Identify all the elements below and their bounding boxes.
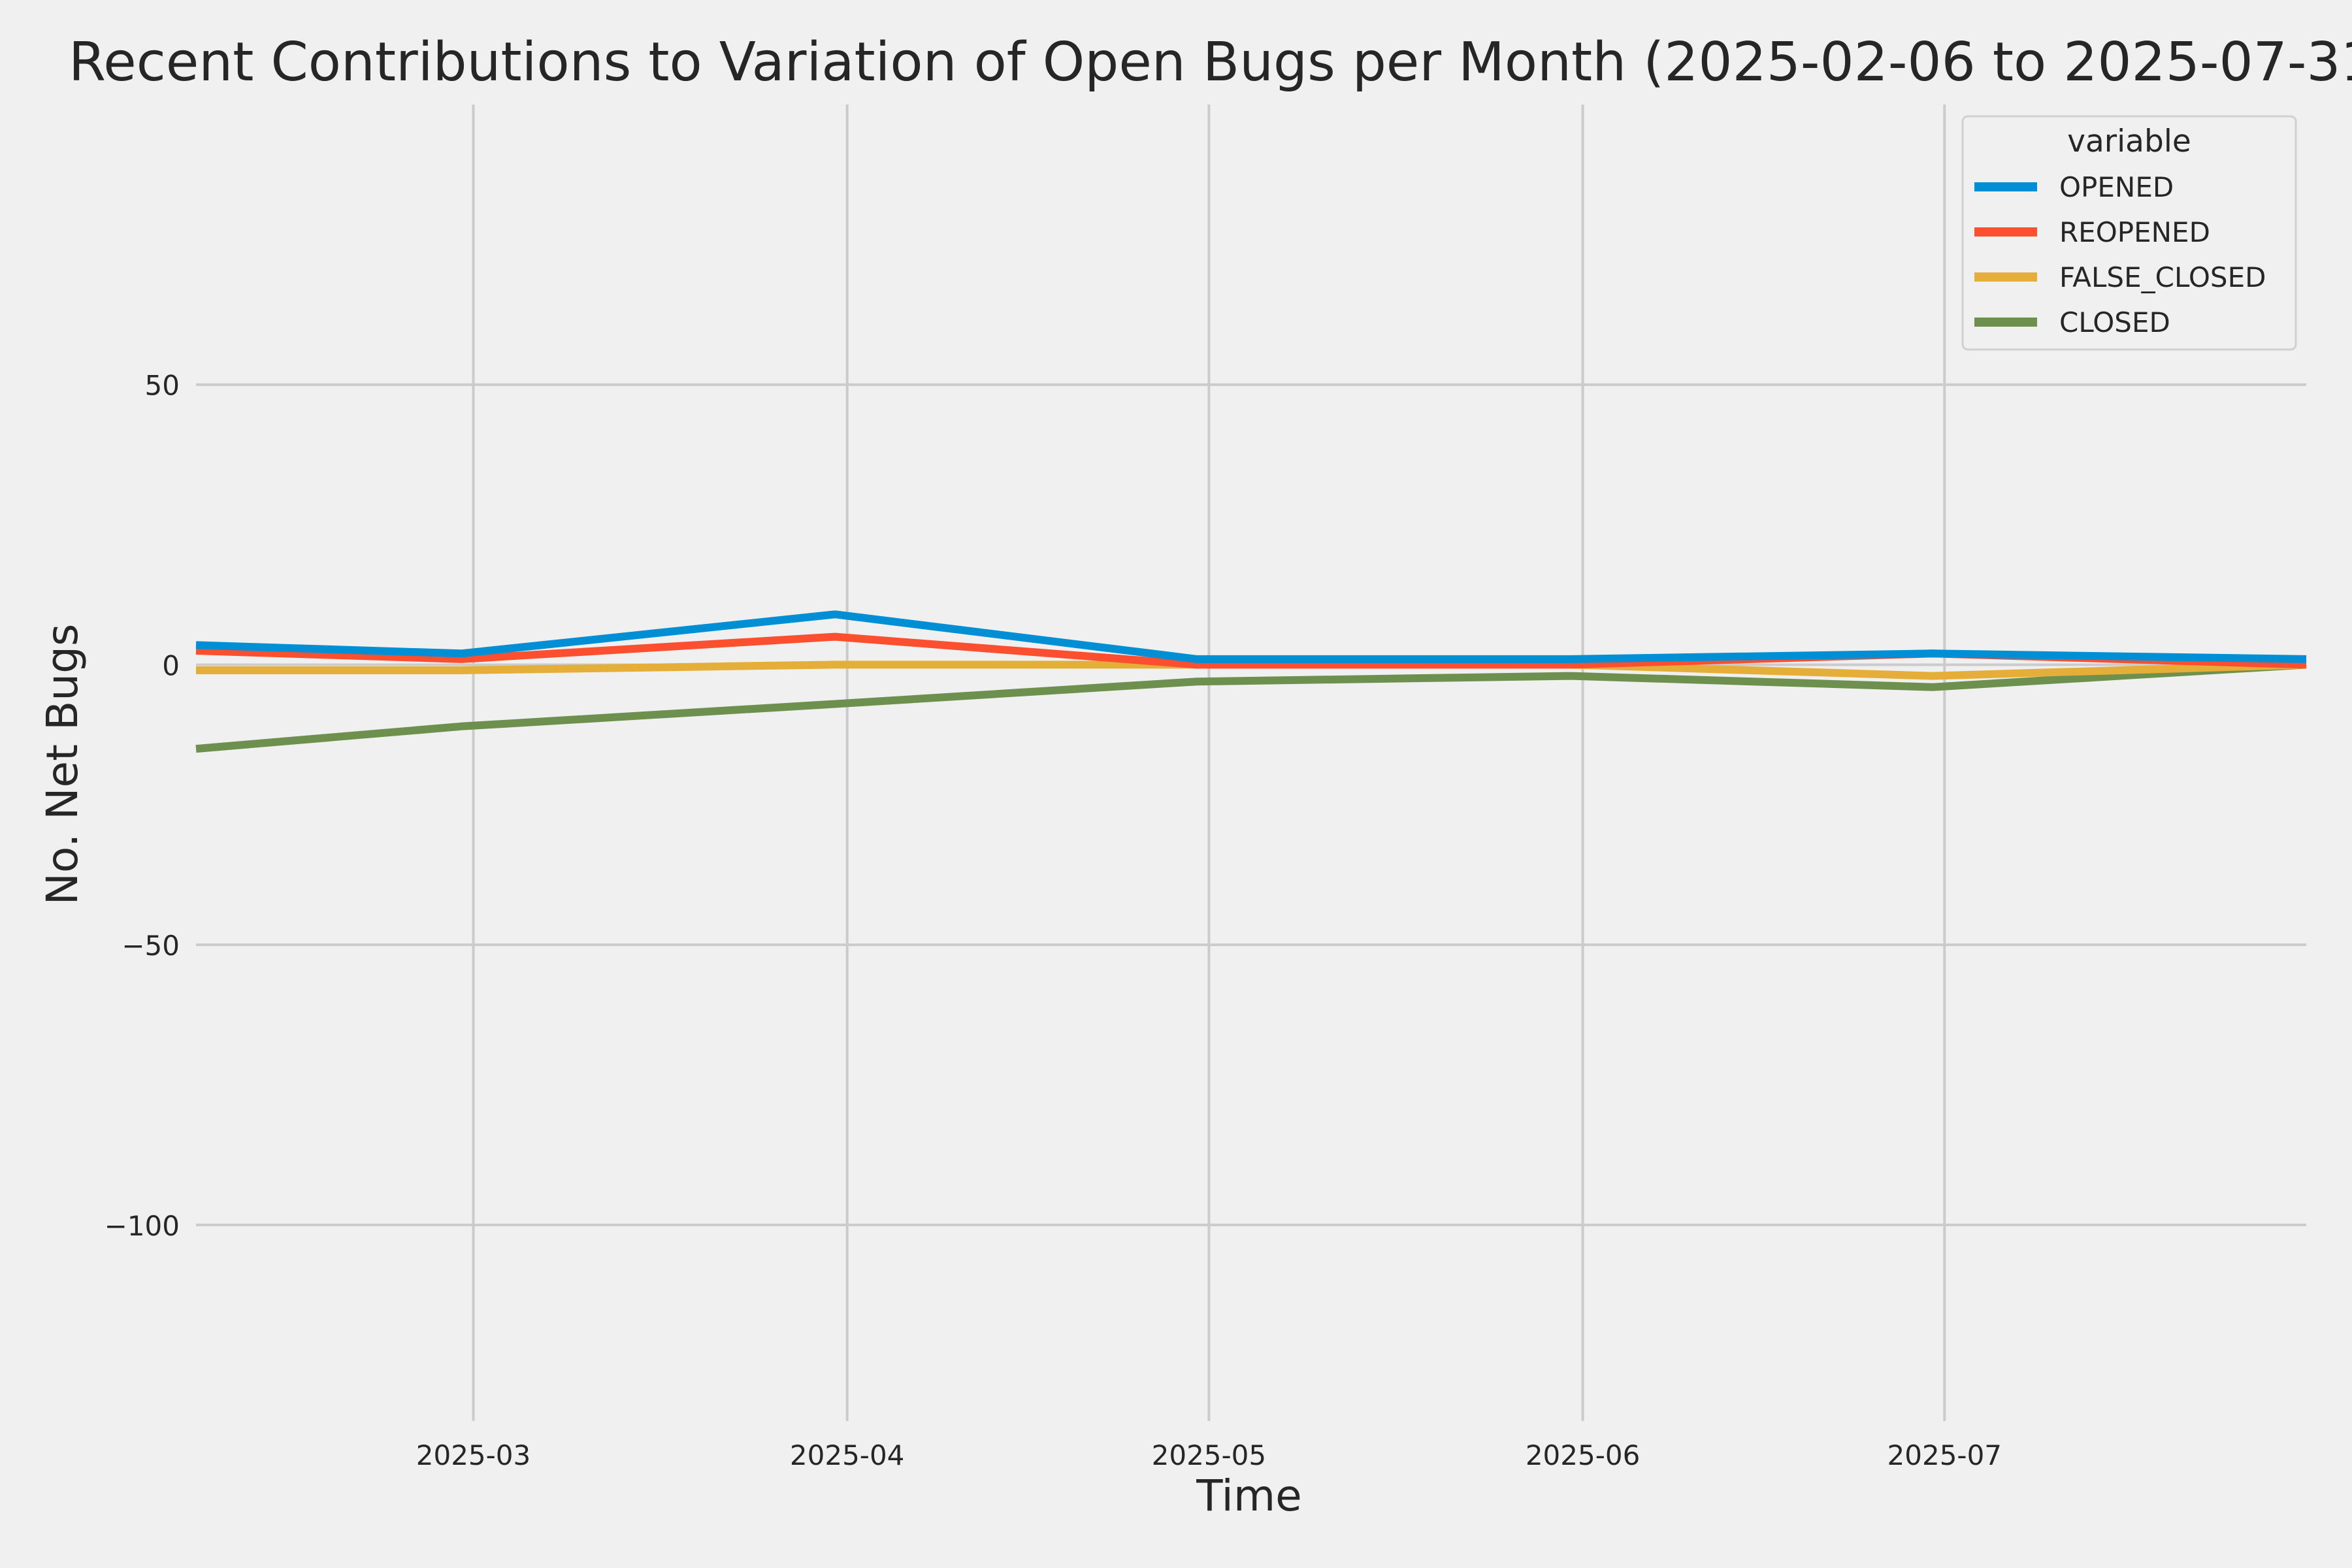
y-tick-label: 0 <box>162 649 180 681</box>
x-tick-label: 2025-06 <box>1526 1439 1641 1471</box>
x-tick-label: 2025-03 <box>416 1439 531 1471</box>
legend-label: FALSE_CLOSED <box>2059 261 2266 293</box>
legend-title: variable <box>2067 123 2191 159</box>
y-tick-labels: 50 0 −50 −100 <box>105 370 180 1242</box>
legend-label: REOPENED <box>2059 216 2210 248</box>
legend-items: OPENED REOPENED FALSE_CLOSED CLOSED <box>1974 171 2266 338</box>
x-tick-labels: 2025-03 2025-04 2025-05 2025-06 2025-07 <box>416 1439 2002 1471</box>
series-line-opened <box>195 610 2307 663</box>
y-tick-label: 50 <box>145 370 180 402</box>
y-tick-label: −50 <box>122 930 180 962</box>
legend: variable OPENED REOPENED FALSE_CLOSED CLOSE… <box>1961 115 2297 351</box>
y-axis-label: No. Net Bugs <box>37 624 88 906</box>
x-tick-label: 2025-05 <box>1152 1439 1267 1471</box>
legend-label: OPENED <box>2059 171 2174 203</box>
x-axis-label: Time <box>1196 1471 1302 1521</box>
series-lines <box>195 610 2307 753</box>
legend-box <box>1961 115 2297 351</box>
x-tick-label: 2025-04 <box>790 1439 905 1471</box>
x-tick-label: 2025-07 <box>1887 1439 2002 1471</box>
chart-title: Recent Contributions to Variation of Ope… <box>69 31 2352 93</box>
series-line-closed <box>195 661 2307 753</box>
grid-lines <box>196 105 2306 1421</box>
y-tick-label: −100 <box>105 1210 180 1242</box>
legend-label: CLOSED <box>2059 306 2170 338</box>
